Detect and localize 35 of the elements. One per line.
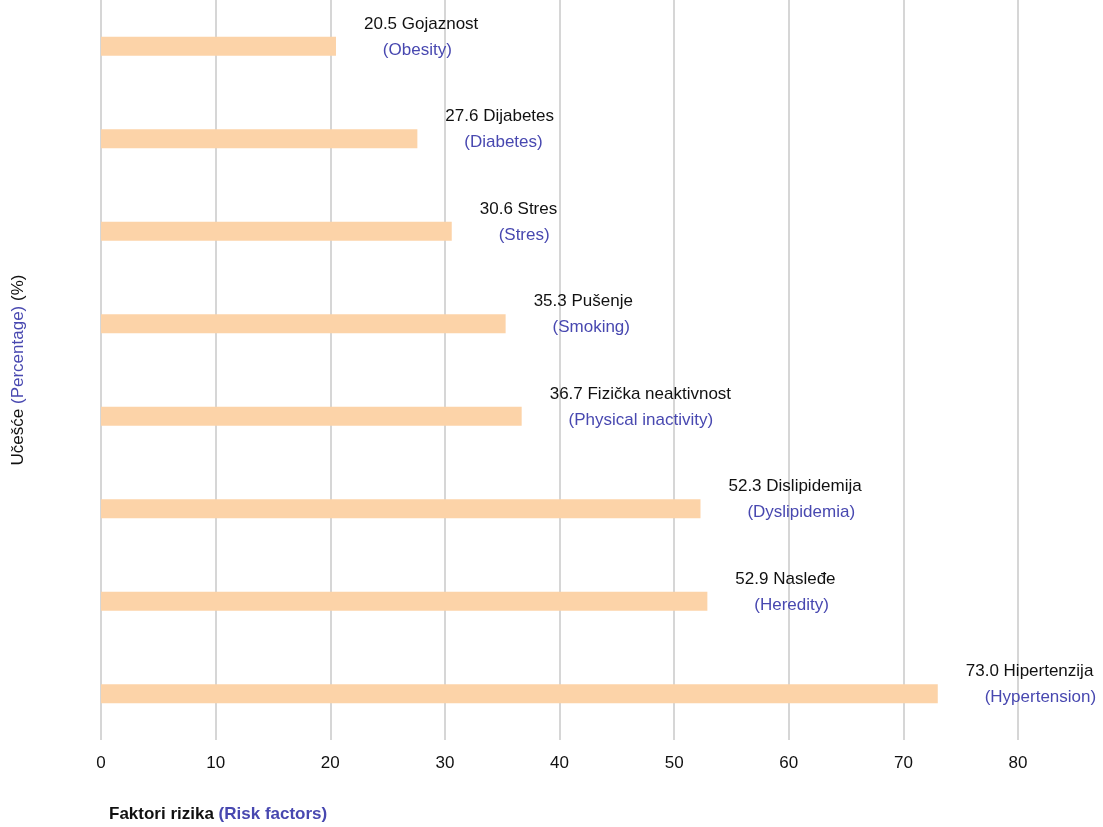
x-tick-label: 80: [1008, 753, 1028, 772]
category-label: (Obesity): [382, 39, 452, 59]
text: 36.7 Fizička neaktivnost: [549, 383, 732, 403]
text: 35.3 Pušenje: [533, 291, 633, 311]
x-tick-label: 20: [320, 753, 340, 772]
category-label: (Heredity): [754, 594, 829, 614]
text: 30.6 Stres: [479, 198, 558, 218]
text: 52.9 Nasleđe: [735, 568, 836, 588]
text: 27.6 Dijabetes: [445, 106, 555, 126]
x-tick-label: 0: [96, 753, 106, 772]
text: 52.3 Dislipidemija: [728, 476, 862, 496]
bar: [101, 36, 336, 56]
x-tick-label: 60: [779, 753, 799, 772]
bar: [101, 684, 938, 704]
category-label: (Hypertension): [984, 687, 1097, 707]
category-label: (Stres): [498, 224, 550, 244]
category-label: (Dyslipidemia): [747, 502, 856, 522]
bar: [101, 406, 522, 426]
category-label: (Diabetes): [464, 132, 543, 152]
category-label: (Physical inactivity): [568, 409, 714, 429]
text: 73.0 Hipertenzija: [965, 661, 1094, 681]
text: 20.5 Gojaznost: [363, 13, 479, 33]
x-axis-title: Faktori rizika (Risk factors): [109, 804, 328, 823]
bar: [101, 591, 708, 611]
bar: [101, 314, 506, 334]
bar: [101, 499, 701, 519]
y-axis-title: Učešće (Percentage) (%): [8, 274, 27, 466]
category-label: (Smoking): [552, 317, 630, 337]
x-tick-label: 50: [664, 753, 684, 772]
x-tick-label: 30: [435, 753, 455, 772]
x-tick-label: 40: [550, 753, 569, 772]
bar: [101, 221, 452, 241]
x-tick-label: 10: [206, 753, 226, 772]
x-tick-label: 70: [893, 753, 913, 772]
bar: [101, 129, 418, 149]
